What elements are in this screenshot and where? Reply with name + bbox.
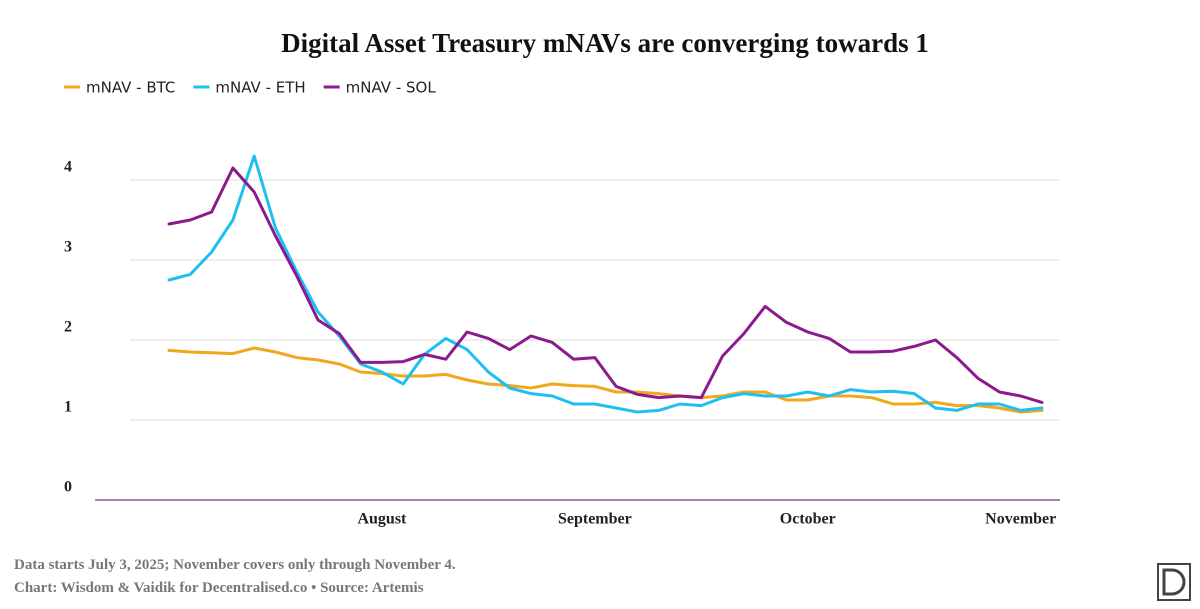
x-tick-label: November (985, 511, 1056, 528)
series-line (167, 346, 1044, 414)
logo (1157, 563, 1191, 601)
footnote: Chart: Wisdom & Vaidik for Decentralised… (14, 580, 424, 596)
y-tick-label: 2 (64, 319, 72, 336)
x-tick-label: October (780, 511, 836, 528)
logo-glyph (1162, 568, 1186, 596)
legend-label: mNAV - SOL (346, 79, 437, 97)
y-tick-label: 3 (64, 239, 72, 256)
legend-label: mNAV - BTC (86, 79, 175, 97)
y-tick-label: 1 (64, 399, 72, 416)
x-tick-label: September (558, 511, 632, 528)
series-line (167, 154, 1044, 414)
x-tick-label: August (357, 511, 407, 528)
y-tick-label: 4 (64, 159, 72, 176)
chart-title: Digital Asset Treasury mNAVs are converg… (281, 28, 929, 58)
footnote: Data starts July 3, 2025; November cover… (14, 557, 456, 573)
legend-label: mNAV - ETH (215, 79, 305, 97)
y-tick-label: 0 (64, 479, 72, 496)
series-line (167, 166, 1044, 404)
